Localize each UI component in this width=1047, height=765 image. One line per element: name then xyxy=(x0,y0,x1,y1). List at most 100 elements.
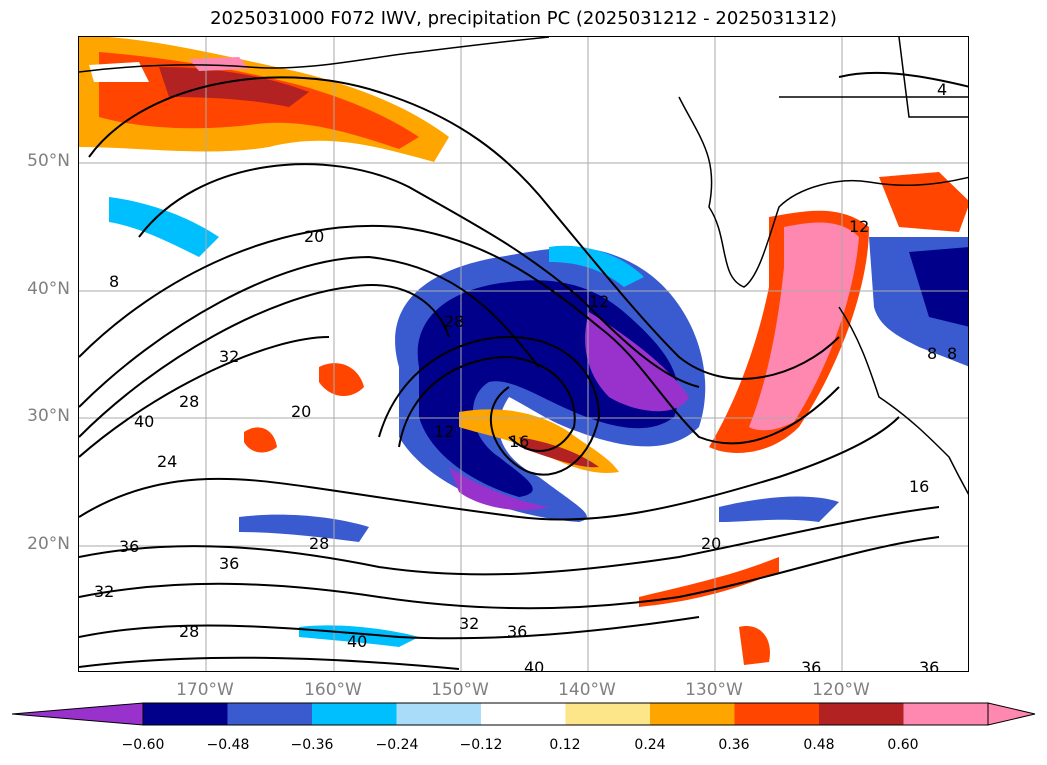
colorbar-frame xyxy=(142,702,989,726)
colorbar-extend-low xyxy=(11,702,144,726)
lat-label-30n: 30°N xyxy=(27,406,70,426)
lon-label-160w: 160°W xyxy=(304,680,362,700)
colorbar-segment xyxy=(565,703,651,725)
precip-fields xyxy=(79,37,968,665)
contour-label: 36 xyxy=(919,658,939,672)
contour-label: 36 xyxy=(507,622,527,641)
contour-label: 20 xyxy=(291,402,311,421)
contour-label: 16 xyxy=(909,477,929,496)
contour-label-group: 4 8 12 12 12 16 20 20 20 24 28 28 28 28 … xyxy=(94,80,957,672)
colorbar-tick: −0.24 xyxy=(375,737,419,753)
precip-field xyxy=(549,245,644,287)
coastline xyxy=(678,96,968,288)
contour-label: 40 xyxy=(134,412,154,431)
colorbar-tick: −0.60 xyxy=(121,737,165,753)
precip-field xyxy=(189,57,249,71)
contour-label: 12 xyxy=(434,422,454,441)
precip-field xyxy=(739,626,770,665)
coastline xyxy=(838,306,968,495)
contour-label: 12 xyxy=(849,217,869,236)
contour-line xyxy=(838,71,968,88)
precip-field xyxy=(159,67,309,107)
contour-line xyxy=(79,336,330,458)
colorbar-segments xyxy=(11,702,1036,726)
contour-line xyxy=(79,506,940,576)
colorbar-segment xyxy=(650,703,735,725)
lat-label-20n: 20°N xyxy=(27,534,70,554)
colorbar-tick: −0.48 xyxy=(206,737,250,753)
contour-label: 12 xyxy=(589,292,609,311)
precip-field xyxy=(719,496,839,522)
contour-label: 36 xyxy=(119,537,139,556)
lon-label-130w: 130°W xyxy=(685,680,743,700)
precip-field xyxy=(879,172,968,232)
contour-label: 40 xyxy=(524,658,544,672)
precip-field xyxy=(449,467,549,511)
contour-label: 24 xyxy=(157,452,177,471)
colorbar-tick: 0.48 xyxy=(803,737,835,753)
contour-line xyxy=(138,163,700,388)
contour-line xyxy=(79,284,450,438)
contour-label: 16 xyxy=(509,432,529,451)
colorbar-segment xyxy=(734,703,820,725)
contour-line xyxy=(79,255,540,408)
lat-label-50n: 50°N xyxy=(27,151,70,171)
contour-label: 40 xyxy=(347,632,367,651)
contour-line xyxy=(378,335,601,476)
precip-field xyxy=(639,557,779,607)
precip-field xyxy=(319,363,364,397)
contour-line xyxy=(79,416,900,521)
map-title: 2025031000 F072 IWV, precipitation PC (2… xyxy=(210,8,837,29)
colorbar-segment xyxy=(312,703,397,725)
precip-field xyxy=(909,247,968,327)
colorbar-segment xyxy=(143,703,228,725)
colorbar-segment xyxy=(227,703,313,725)
map-panel[interactable]: 4 8 12 12 12 16 20 20 20 24 28 28 28 28 … xyxy=(78,36,969,672)
contour-label: 36 xyxy=(219,554,239,573)
coastlines xyxy=(79,37,968,495)
colorbar-extend-high xyxy=(987,702,1036,726)
lat-label-40n: 40°N xyxy=(27,279,70,299)
contour-label: 32 xyxy=(219,347,239,366)
precip-field xyxy=(109,197,219,257)
contour-line xyxy=(79,616,700,640)
colorbar-segment xyxy=(396,703,482,725)
contour-line xyxy=(79,536,940,610)
colorbar-tick: 0.24 xyxy=(634,737,666,753)
precip-field xyxy=(244,427,277,453)
contour-label: 32 xyxy=(459,614,479,633)
contour-label: 32 xyxy=(94,582,114,601)
lon-label-120w: 120°W xyxy=(812,680,870,700)
precip-field xyxy=(239,514,369,542)
coastline xyxy=(79,37,550,73)
map-canvas: 4 8 12 12 12 16 20 20 20 24 28 28 28 28 … xyxy=(79,37,968,672)
contour-line xyxy=(398,355,576,452)
contour-label: 4 xyxy=(937,80,947,99)
contour-label: 8 xyxy=(947,344,957,363)
lon-label-140w: 140°W xyxy=(558,680,616,700)
colorbar-tick: 0.36 xyxy=(718,737,750,753)
colorbar xyxy=(11,702,1036,726)
precip-field xyxy=(89,62,149,82)
graticule xyxy=(79,37,968,671)
colorbar-tick: −0.36 xyxy=(290,737,334,753)
contour-label: 28 xyxy=(444,312,464,331)
colorbar-tick: −0.12 xyxy=(459,737,503,753)
contour-label: 8 xyxy=(927,344,937,363)
contour-label: 28 xyxy=(179,392,199,411)
colorbar-tick: 0.12 xyxy=(549,737,581,753)
colorbar-segment xyxy=(481,703,566,725)
iwv-contours xyxy=(79,71,968,670)
contour-line xyxy=(88,76,840,380)
contour-label: 36 xyxy=(801,658,821,672)
contour-label: 20 xyxy=(701,534,721,553)
lon-label-170w: 170°W xyxy=(176,680,234,700)
precip-field xyxy=(749,222,859,431)
coastline xyxy=(898,37,968,118)
colorbar-tick: 0.60 xyxy=(887,737,919,753)
lon-label-150w: 150°W xyxy=(431,680,489,700)
colorbar-segment xyxy=(819,703,904,725)
contour-label: 28 xyxy=(309,534,329,553)
contour-label: 20 xyxy=(304,227,324,246)
contour-label: 28 xyxy=(179,622,199,641)
